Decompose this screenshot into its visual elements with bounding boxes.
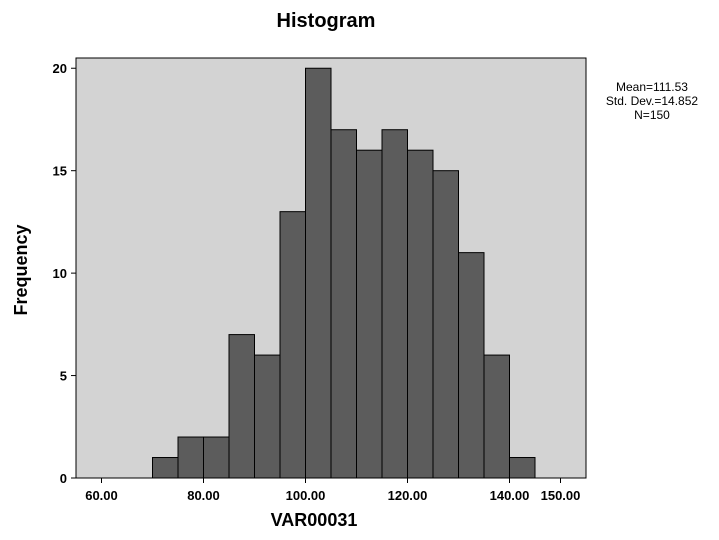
x-tick-label: 60.00 xyxy=(85,488,118,503)
bars-group xyxy=(152,67,536,479)
histogram-bar xyxy=(203,436,230,479)
y-tick-label: 10 xyxy=(53,266,67,281)
stats-std-dev: Std. Dev.=14.852 xyxy=(606,94,699,108)
histogram-bar xyxy=(177,436,204,479)
x-tick-label: 100.00 xyxy=(286,488,326,503)
x-axis-title: VAR00031 xyxy=(271,510,358,530)
histogram-bar xyxy=(407,149,434,479)
chart-title: Histogram xyxy=(277,10,376,32)
histogram-bar xyxy=(279,211,306,479)
histogram-bar xyxy=(152,457,179,479)
y-axis: 0 5 10 15 20 xyxy=(53,61,76,486)
stats-box: Mean=111.53 Std. Dev.=14.852 N=150 xyxy=(606,80,699,122)
x-tick-label: 150.00 xyxy=(541,488,581,503)
histogram-bar xyxy=(381,129,408,479)
histogram-bar xyxy=(458,252,485,479)
x-tick-label: 80.00 xyxy=(187,488,220,503)
stats-n: N=150 xyxy=(634,108,670,122)
y-axis-title: Frequency xyxy=(11,224,31,315)
histogram-bar xyxy=(483,354,510,479)
y-tick-label: 5 xyxy=(60,369,67,384)
x-tick-label: 140.00 xyxy=(490,488,530,503)
x-tick-label: 120.00 xyxy=(388,488,428,503)
stats-mean: Mean=111.53 xyxy=(616,80,688,94)
histogram-bar xyxy=(509,457,536,479)
histogram-bar xyxy=(305,67,332,479)
histogram-bar xyxy=(254,354,281,479)
histogram-bar xyxy=(432,170,459,479)
histogram-bar xyxy=(356,149,383,479)
y-tick-label: 20 xyxy=(53,61,67,76)
y-tick-label: 15 xyxy=(53,164,67,179)
y-tick-label: 0 xyxy=(60,471,67,486)
histogram-bar xyxy=(330,129,357,479)
x-axis: 60.00 80.00 100.00 120.00 140.00 150.00 xyxy=(85,478,580,503)
histogram-bar xyxy=(228,334,255,479)
